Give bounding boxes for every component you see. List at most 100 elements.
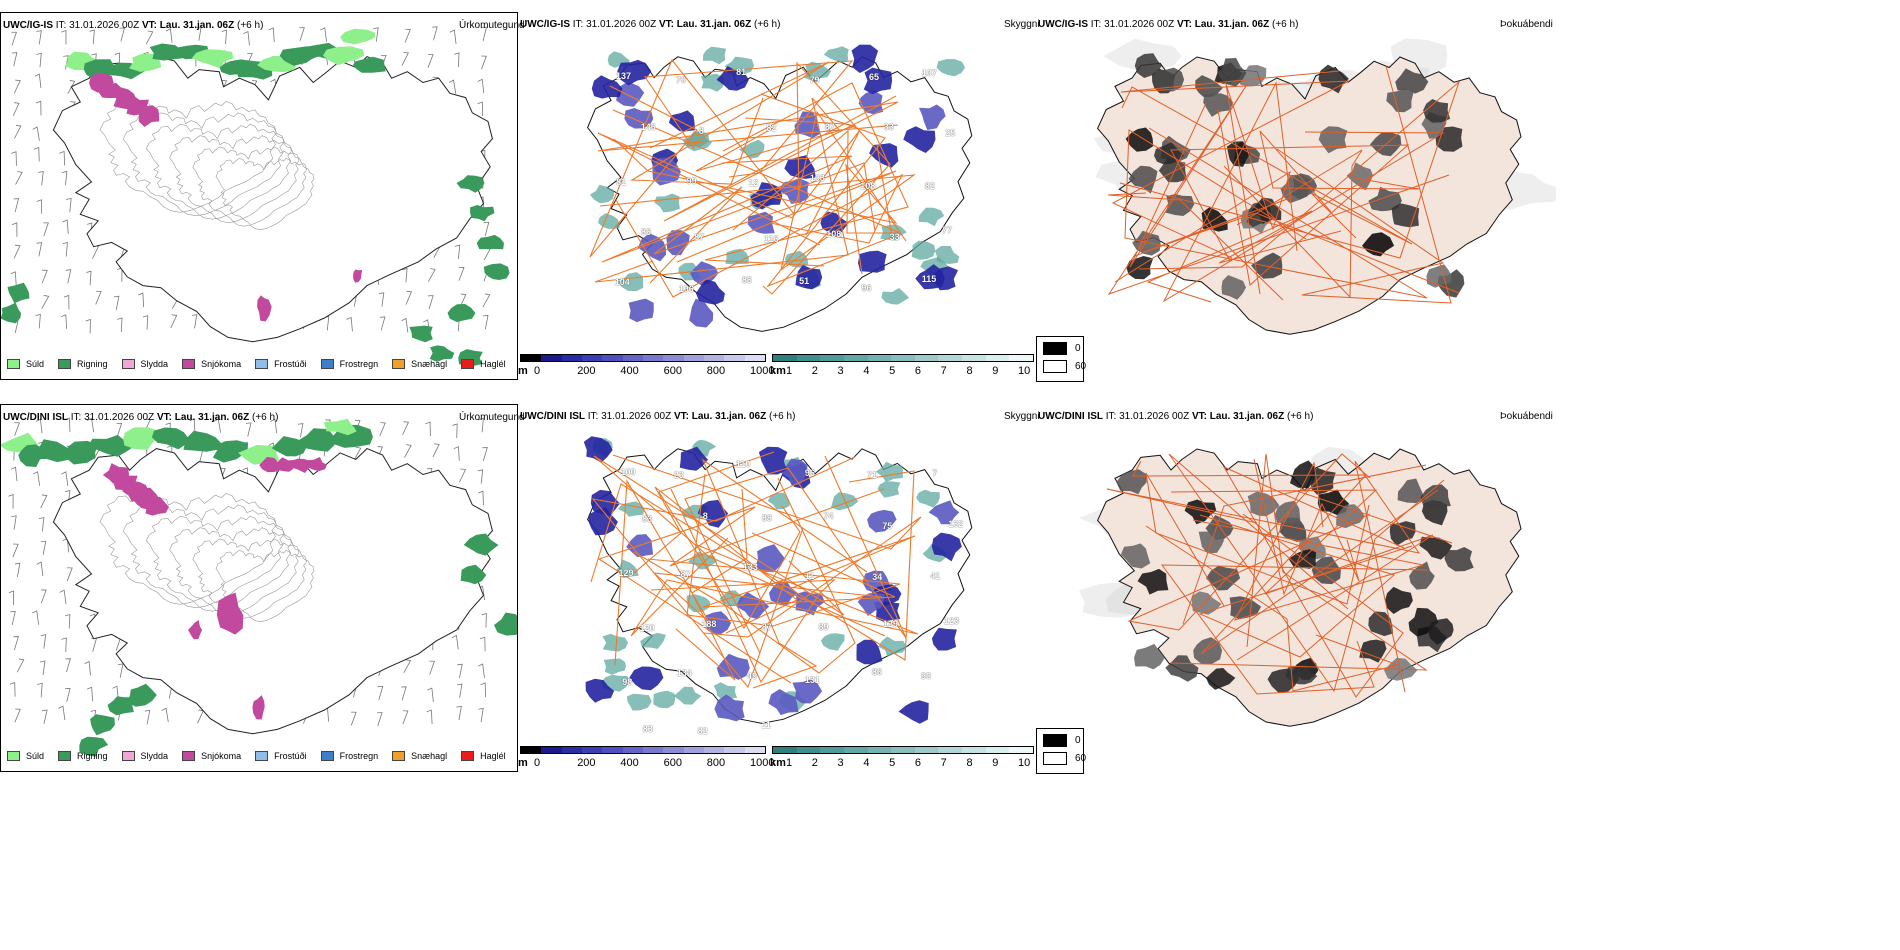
init-time-label: IT: — [1088, 19, 1105, 30]
wind-barb — [453, 446, 460, 461]
visibility-colorbar-labels: km 1 2 3 4 5 6 7 8 9 10 — [770, 757, 1034, 771]
visibility-area — [934, 246, 960, 264]
fog-index-area — [1346, 162, 1373, 191]
colorbar-tick: 1000 — [750, 365, 775, 377]
fog-index-area — [1134, 53, 1162, 78]
legend-swatch — [58, 359, 72, 369]
fog-index-area — [1217, 58, 1247, 87]
fog-index-area — [1419, 536, 1453, 560]
visibility-area — [911, 240, 936, 260]
road-line — [1114, 83, 1291, 295]
visibility-area — [880, 224, 907, 241]
road-line — [1160, 564, 1428, 695]
wind-barb — [197, 709, 205, 724]
wind-barb — [427, 687, 434, 703]
colorbar-tick: 9 — [992, 757, 999, 769]
legend-item: Slydda — [121, 751, 168, 761]
visibility-area — [640, 632, 666, 649]
legend-label: Haglél — [480, 359, 506, 369]
fog-index-area — [1165, 655, 1199, 682]
road-line — [704, 82, 909, 267]
valid-time-label: VT: — [671, 411, 692, 422]
wind-barb — [402, 421, 410, 436]
wind-barb — [213, 418, 222, 433]
wind-barb — [478, 707, 484, 723]
colorbar-segment — [867, 355, 892, 361]
wind-barb — [63, 294, 70, 310]
cloud-base-area — [820, 211, 849, 237]
wind-barb — [65, 687, 71, 703]
fog-index-area — [1184, 499, 1217, 525]
fog-haze — [1103, 38, 1182, 71]
colorbar-segment — [683, 747, 704, 753]
wind-barb — [59, 589, 67, 605]
colorbar-tick: 600 — [663, 757, 682, 769]
wind-barb — [427, 268, 436, 282]
visibility-colorbar-labels: km 1 2 3 4 5 6 7 8 9 10 — [770, 365, 1034, 379]
legend-label: Snjókoma — [201, 751, 242, 761]
cloud-base-area — [617, 59, 652, 86]
road-line — [647, 473, 901, 627]
cloud-base-value-label: 86 — [641, 227, 652, 238]
road-line — [1169, 453, 1428, 671]
terrain-contour — [122, 112, 285, 217]
rain-area — [183, 430, 221, 452]
fog-index-panel: UWC/IG-IS IT: 31.01.2026 00Z VT: Lau. 31… — [1036, 12, 1556, 392]
road-line — [1127, 453, 1371, 631]
wind-barb — [477, 469, 484, 484]
model-name: UWC/IG-IS — [3, 20, 53, 31]
road-line — [1259, 130, 1420, 213]
cloud-base-area — [768, 689, 799, 716]
cloud-base-area — [755, 544, 786, 573]
wind-barb — [454, 52, 460, 67]
cloud-base-area — [863, 67, 893, 95]
cloud-base-value-label: 108 — [860, 180, 876, 191]
valid-time-value: Lau. 31.jan. 06Z — [1194, 19, 1270, 30]
colorbar-segment — [843, 355, 868, 361]
panel-title: UWC/DINI ISL IT: 31.01.2026 00Z VT: Lau.… — [3, 412, 278, 423]
wind-barb — [401, 317, 409, 333]
visibility-area — [875, 461, 903, 483]
wind-barb — [458, 267, 465, 281]
road-line — [1192, 461, 1424, 621]
visibility-area — [603, 658, 626, 675]
cloud-base-value-label: 34 — [872, 571, 883, 582]
terrain-contour — [192, 538, 307, 619]
legend-label: Súld — [26, 359, 45, 369]
fog-legend: 0 60 — [1036, 336, 1086, 382]
legend-item: Slydda — [121, 359, 168, 369]
colorbar-segment — [843, 747, 868, 753]
wind-barb — [478, 417, 484, 433]
wind-barb — [117, 663, 124, 678]
fog-legend-label: 60 — [1075, 753, 1087, 764]
cloud-base-colorbar — [520, 746, 766, 754]
colorbar-tick: 5 — [889, 365, 896, 377]
wind-barb — [61, 637, 67, 652]
fog-index-area — [1128, 165, 1158, 194]
colorbar-segment — [820, 355, 844, 361]
road-line — [597, 95, 899, 222]
cloud-base-value-label: 75 — [882, 520, 893, 531]
legend-label: Frostregn — [339, 751, 379, 761]
wind-barb — [34, 73, 42, 89]
wind-barb — [477, 663, 485, 678]
wind-barb — [62, 242, 68, 257]
wind-barb — [9, 682, 16, 697]
legend-swatch — [320, 751, 334, 761]
colorbar-segment — [985, 747, 1010, 753]
road-line — [1170, 489, 1434, 661]
wind-barb — [145, 30, 154, 45]
cloud-base-area — [856, 639, 883, 665]
wind-barb — [86, 686, 94, 702]
road-line — [1276, 65, 1452, 304]
wind-barb — [40, 634, 47, 649]
cloud-base-map — [587, 44, 973, 332]
cloud-base-value-label: 106 — [678, 284, 694, 295]
rain-area — [463, 533, 499, 556]
colorbar-segment — [581, 355, 603, 361]
road-line — [594, 97, 849, 283]
terrain-contour — [146, 123, 292, 220]
fog-index-area — [1317, 489, 1349, 515]
wind-barb — [66, 197, 72, 213]
